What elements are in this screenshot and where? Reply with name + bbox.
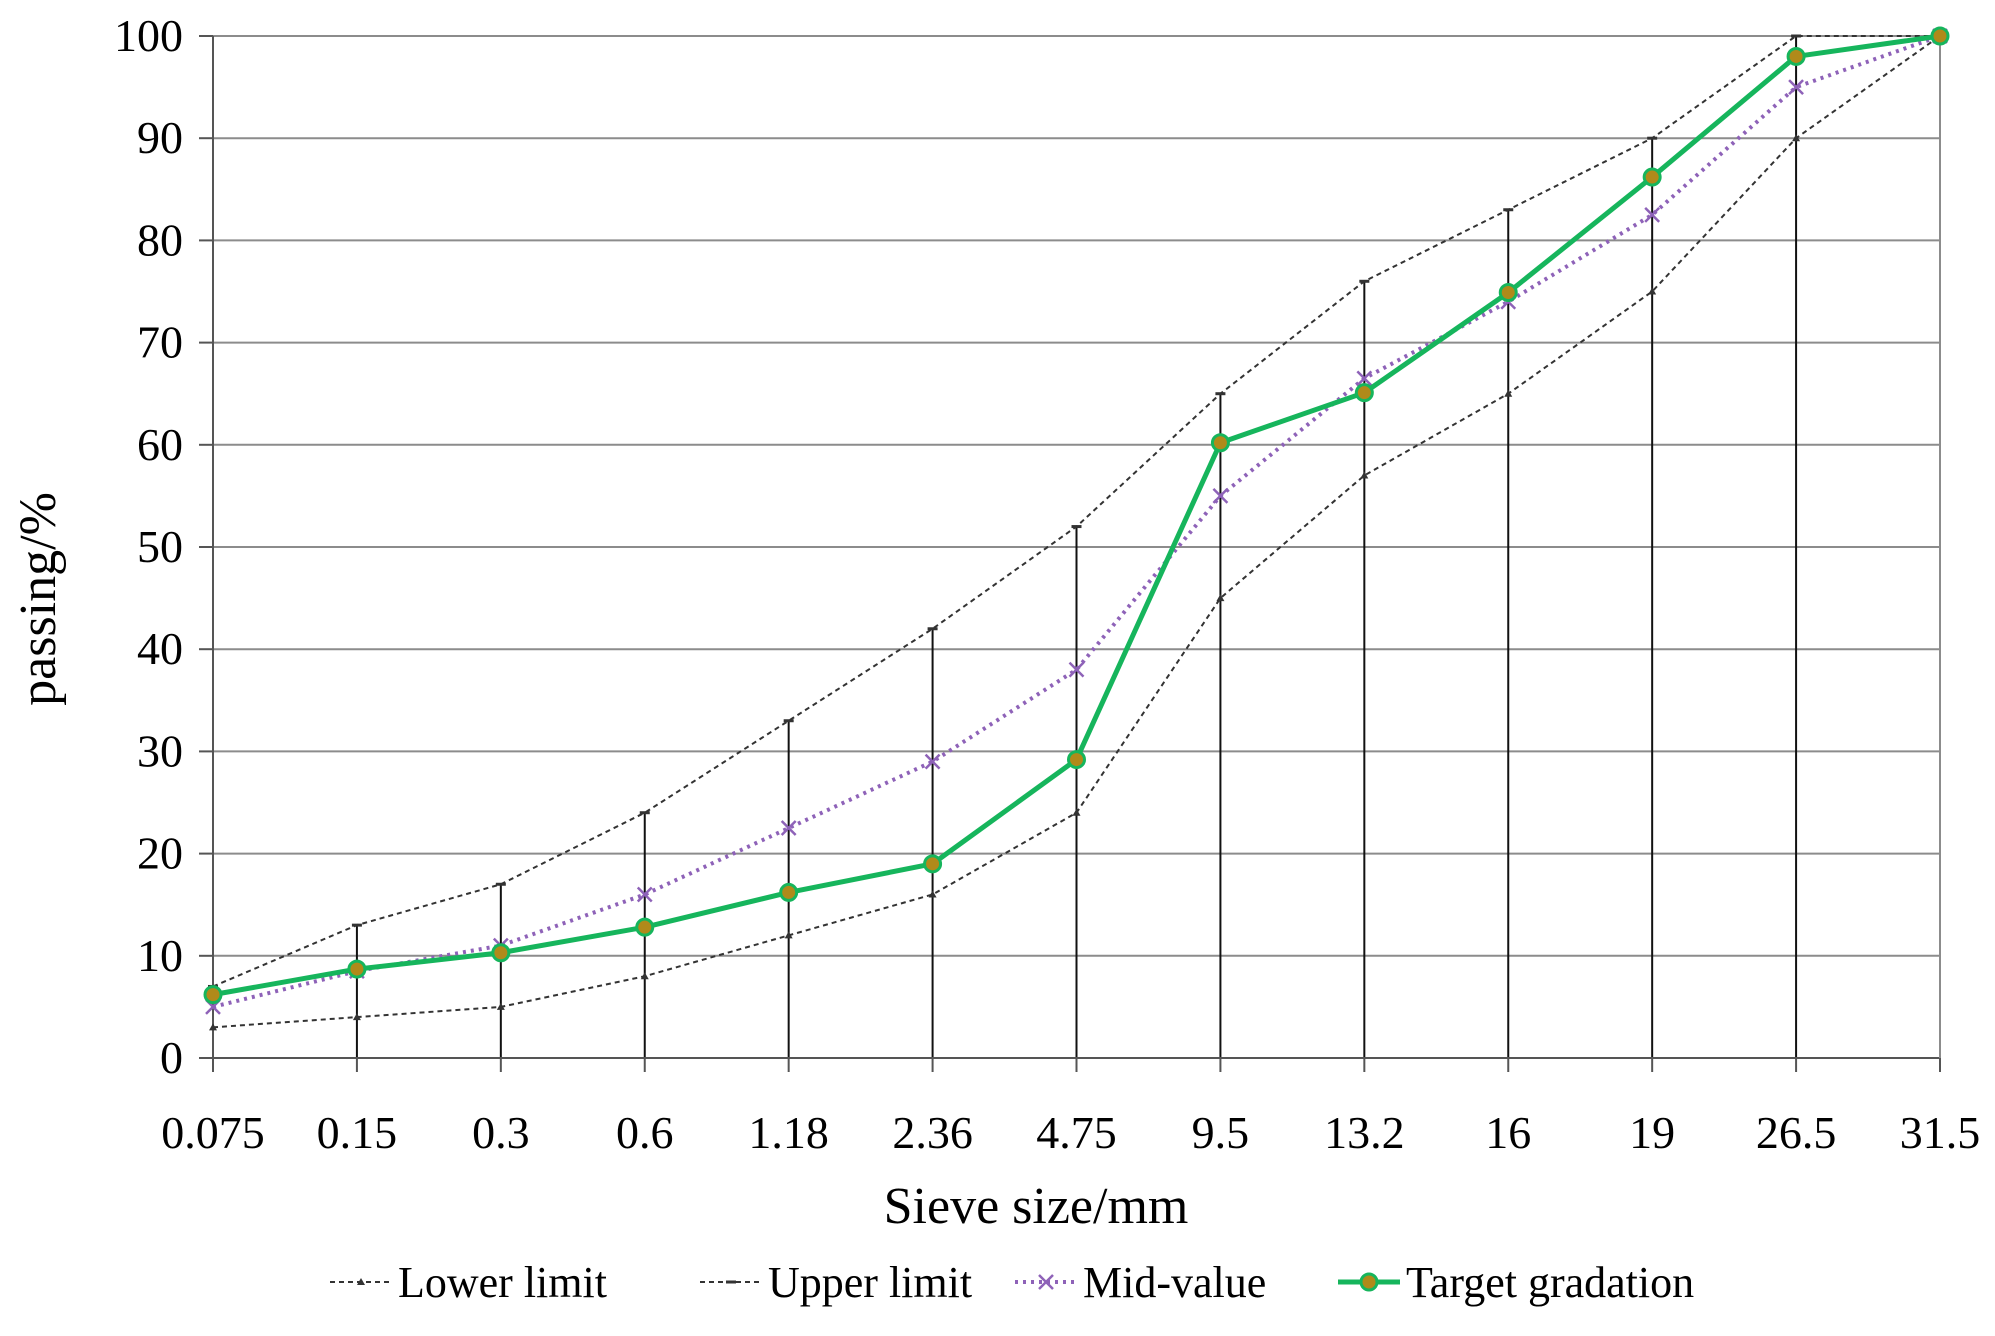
- target-gradation-marker: [635, 917, 655, 937]
- x-tick-label: 1.18: [748, 1107, 829, 1158]
- x-tick-label: 19: [1629, 1107, 1675, 1158]
- target-gradation-marker: [491, 943, 511, 963]
- x-tick-label: 9.5: [1192, 1107, 1250, 1158]
- y-tick-label: 70: [137, 317, 183, 368]
- legend-item-lower-limit: Lower limit: [330, 1258, 607, 1307]
- y-tick-label: 0: [160, 1032, 183, 1083]
- lower-limit-marker: [640, 972, 649, 980]
- series-lower-limit: [209, 32, 1944, 1031]
- x-tick-label: 31.5: [1900, 1107, 1981, 1158]
- lower-limit-marker: [352, 1013, 361, 1021]
- lower-limit-marker: [357, 1278, 365, 1285]
- x-tick-label: 2.36: [892, 1107, 973, 1158]
- target-gradation-marker: [779, 882, 799, 902]
- series-lines: [203, 26, 1950, 1031]
- x-tick-label: 0.6: [616, 1107, 674, 1158]
- target-gradation-marker: [1210, 433, 1230, 453]
- mid-value-marker: [1212, 488, 1229, 504]
- lower-limit-marker: [1504, 389, 1513, 397]
- target-gradation-marker: [203, 985, 223, 1005]
- y-tick-label: 90: [137, 112, 183, 163]
- x-tick-label: 13.2: [1324, 1107, 1405, 1158]
- mid-value-marker: [1788, 79, 1804, 95]
- lower-limit-marker: [1360, 471, 1369, 479]
- y-tick-label: 10: [137, 930, 183, 981]
- x-tick-label: 16: [1485, 1107, 1531, 1158]
- target-gradation-marker: [1642, 167, 1662, 187]
- lower-limit-marker: [209, 1023, 217, 1031]
- lower-limit-marker: [928, 890, 937, 898]
- target-gradation-marker: [347, 959, 367, 979]
- legend-item-upper-limit: Upper limit: [700, 1258, 972, 1307]
- legend-label: Upper limit: [768, 1258, 972, 1307]
- mid-value-marker: [1356, 370, 1373, 387]
- legend-item-target-gradation: Target gradation: [1338, 1258, 1694, 1307]
- lower-limit-marker: [1648, 287, 1657, 295]
- target-gradation-marker: [1930, 26, 1950, 46]
- lower-limit-marker: [1792, 134, 1801, 142]
- x-axis-title: Sieve size/mm: [884, 1178, 1189, 1235]
- lower-limit-marker: [1072, 808, 1081, 816]
- legend-label: Target gradation: [1406, 1258, 1694, 1307]
- y-tick-label: 60: [137, 419, 183, 470]
- y-tick-label: 50: [137, 521, 183, 572]
- mid-value-marker: [636, 886, 653, 903]
- y-tick-label: 80: [137, 214, 183, 265]
- lower-limit-marker: [1216, 594, 1225, 602]
- legend-label: Lower limit: [398, 1258, 607, 1307]
- x-tick-label: 0.075: [161, 1107, 265, 1158]
- y-axis-title: passing/%: [10, 492, 67, 706]
- target-gradation-marker: [1067, 750, 1086, 770]
- y-tick-label: 20: [137, 828, 183, 879]
- target-gradation-marker: [1354, 383, 1374, 403]
- mid-value-marker: [924, 753, 941, 770]
- x-tick-label: 0.15: [317, 1107, 398, 1158]
- mid-value-marker: [1644, 206, 1661, 223]
- x-tick-label: 4.75: [1036, 1107, 1117, 1158]
- target-gradation-marker: [1786, 46, 1806, 66]
- target-gradation-marker: [1498, 283, 1518, 303]
- target-gradation-marker: [923, 854, 943, 874]
- mid-value-marker: [1068, 661, 1085, 678]
- lower-limit-marker: [496, 1002, 505, 1010]
- x-tick-label: 0.3: [472, 1107, 530, 1158]
- tick-labels: 0 10 20 30 40 50 60 70 80 90 100 0.075 0.15 0.3 0.6 1.1…: [114, 10, 1980, 1158]
- lower-limit-marker: [784, 931, 793, 939]
- target-gradation-marker: [1359, 1272, 1379, 1292]
- y-tick-label: 30: [137, 725, 183, 776]
- y-tick-label: 40: [137, 623, 183, 674]
- legend-item-mid-value: Mid-value: [1015, 1258, 1266, 1307]
- series-target-gradation: [203, 26, 1950, 1005]
- axes: [199, 35, 1941, 1072]
- x-tick-label: 26.5: [1756, 1107, 1837, 1158]
- mid-value-marker: [780, 820, 797, 836]
- legend: Lower limit Upper limit Mid-value Target gr…: [330, 1258, 1694, 1307]
- y-tick-label: 100: [114, 10, 183, 61]
- legend-label: Mid-value: [1083, 1258, 1266, 1307]
- mid-value-marker: [1038, 1274, 1054, 1290]
